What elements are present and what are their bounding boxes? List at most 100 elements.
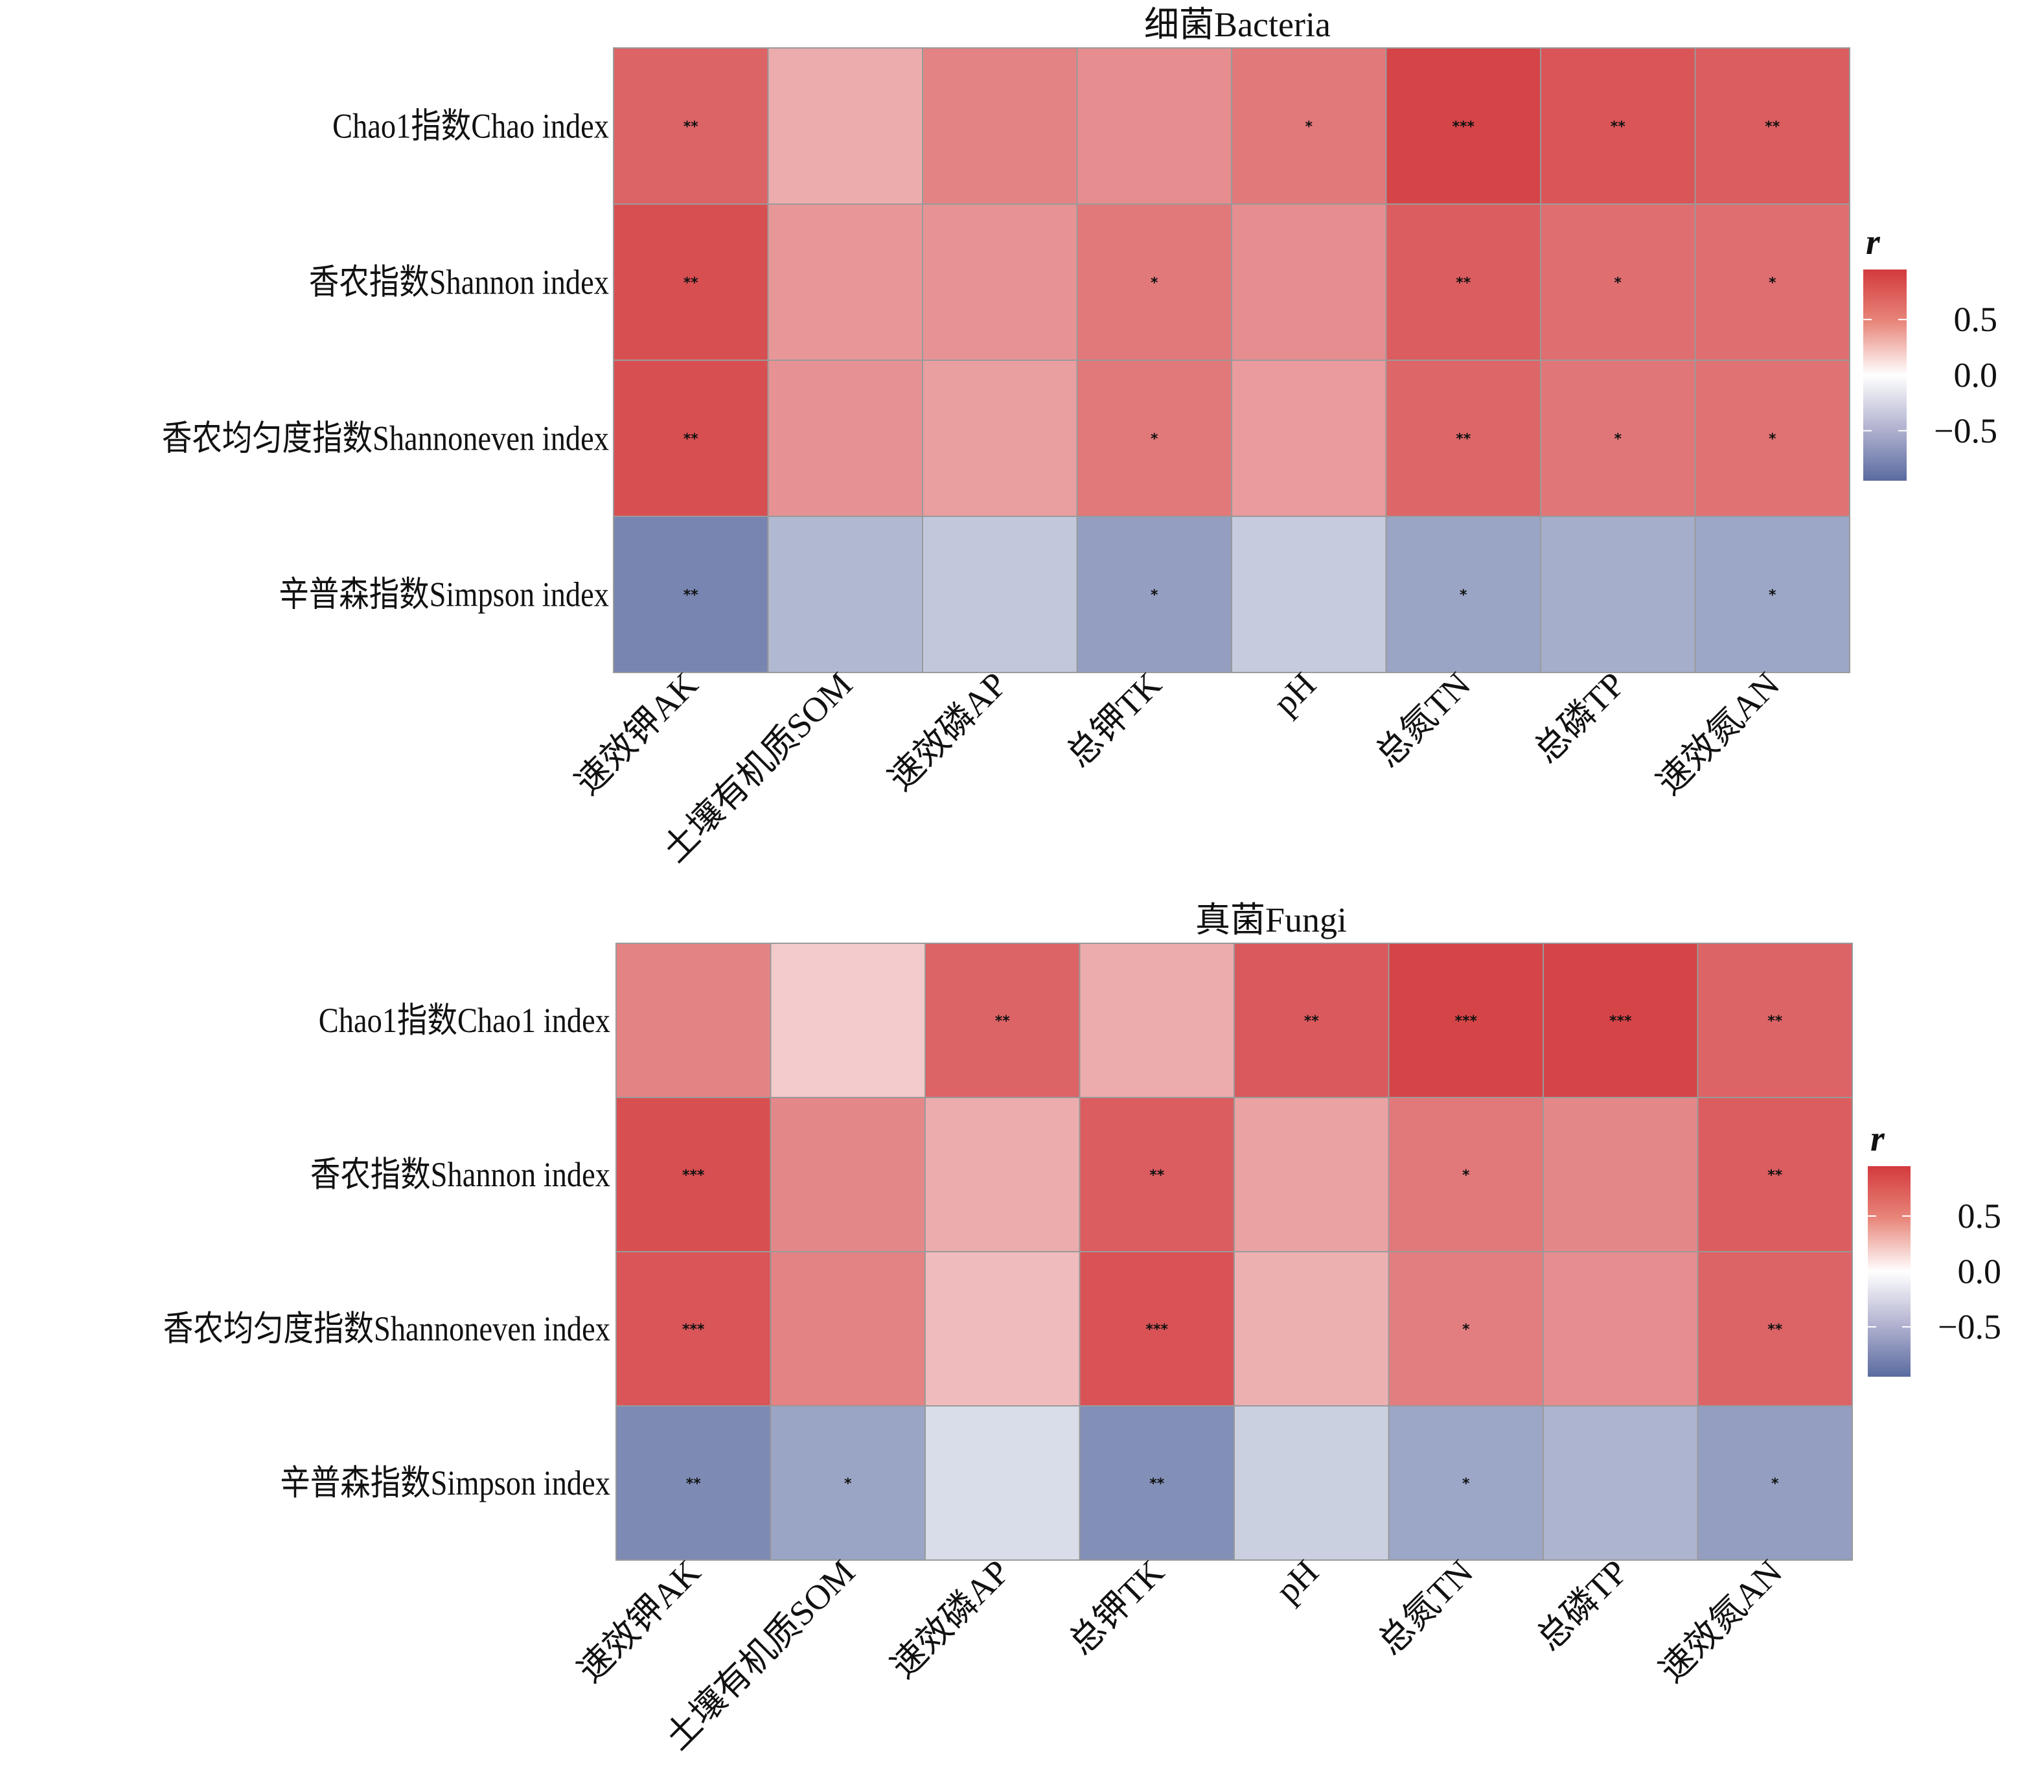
heatmap-cell: [1697, 1251, 1853, 1407]
significance-mark: ***: [1454, 1013, 1477, 1029]
significance-mark: *: [1462, 1476, 1470, 1492]
significance-mark: **: [1611, 119, 1626, 135]
heatmap-cell: [1076, 360, 1232, 517]
significance-mark: **: [683, 588, 699, 604]
heatmap-cell: [1388, 1405, 1544, 1561]
significance-mark: *: [1614, 431, 1622, 448]
heatmap-cell: [1697, 1097, 1853, 1252]
heatmap-cell: [613, 516, 769, 673]
legend-tick-label: 0.5: [1958, 1197, 2002, 1235]
heatmap-cell: [922, 47, 1078, 205]
heatmap-cell: [1231, 360, 1387, 517]
row-label: 辛普森指数Simpson index: [279, 575, 609, 614]
significance-mark: *: [1614, 275, 1622, 292]
significance-mark: ***: [1145, 1322, 1168, 1338]
chart-title: 真菌Fungi: [1195, 901, 1347, 939]
column-label: 总磷TP: [1526, 665, 1632, 770]
heatmap-cell: [1234, 1405, 1390, 1561]
heatmap-cell: [1079, 943, 1235, 1098]
heatmap-cell: [1231, 47, 1387, 205]
significance-mark: **: [1456, 275, 1471, 292]
significance-mark: **: [1767, 1013, 1783, 1029]
significance-mark: **: [1304, 1013, 1320, 1029]
heatmap-cell: [924, 1405, 1081, 1561]
heatmap-cell: [922, 203, 1078, 361]
row-label: 辛普森指数Simpson index: [280, 1464, 610, 1502]
heatmap-cell: [613, 47, 769, 205]
heatmap-cell: [1694, 203, 1850, 361]
column-label: 速效磷AP: [881, 665, 1015, 798]
row-label: 香农均匀度指数Shannoneven index: [162, 419, 609, 458]
significance-mark: *: [1462, 1322, 1470, 1338]
heatmap-cell: [1234, 943, 1390, 1098]
heatmap-cell: [1385, 203, 1541, 361]
significance-marks: ** * *** ** **** * ** * *** * ** * *** * * *: [683, 119, 1780, 604]
legend-tick-label: −0.5: [1938, 1307, 2001, 1346]
heatmap-cell: [1540, 47, 1696, 205]
significance-mark: *: [1462, 1167, 1470, 1184]
column-label: 总磷TP: [1529, 1552, 1635, 1658]
heatmap-cell: [1543, 1405, 1699, 1561]
heatmap-cell: [1694, 360, 1850, 517]
heatmap-cell: [1079, 1405, 1235, 1561]
color-legend: r 0.5 0.0 −0.5: [1863, 222, 1997, 481]
significance-mark: **: [683, 275, 699, 292]
legend-colorbar: [1863, 270, 1907, 481]
heatmap-cell: [615, 943, 772, 1098]
column-label: 速效氮AN: [1652, 1552, 1789, 1690]
heatmap-cell: [767, 203, 923, 361]
legend-title: r: [1866, 222, 1881, 262]
significance-mark: ***: [1452, 119, 1475, 135]
heatmap-cell: [770, 1251, 926, 1407]
heatmap-cell: [1540, 360, 1696, 517]
heatmap-cell: [770, 943, 926, 1098]
heatmap-cell: [1697, 943, 1853, 1098]
heatmap-cell: [767, 516, 923, 673]
heatmap-cells: [615, 943, 1853, 1561]
row-label: Chao1指数Chao index: [332, 107, 609, 146]
significance-marks: ** ** *** *** ***** ** * ***** *** * **** * ** * *: [682, 1013, 1783, 1492]
legend-tick-label: 0.5: [1954, 300, 1998, 339]
heatmap-cell: [767, 360, 923, 517]
significance-mark: **: [1765, 119, 1780, 135]
heatmap-cell: [1694, 47, 1850, 205]
heatmap-cell: [1694, 516, 1850, 673]
heatmap-cell: [615, 1097, 772, 1252]
significance-mark: **: [1149, 1476, 1165, 1492]
significance-mark: **: [1149, 1167, 1165, 1184]
significance-mark: *: [1151, 275, 1158, 292]
legend-colorbar: [1868, 1166, 1911, 1377]
heatmap-cell: [924, 1097, 1081, 1252]
heatmap-cell: [1231, 516, 1387, 673]
column-label: 速效氮AN: [1649, 665, 1787, 802]
heatmap-cell: [1385, 360, 1541, 517]
row-label: 香农指数Shannon index: [309, 263, 609, 302]
heatmap-cell: [1697, 1405, 1853, 1561]
heatmap-cell: [1543, 943, 1699, 1098]
heatmap-cell: [1540, 516, 1696, 673]
heatmap-cell: [613, 203, 769, 361]
heatmap-cell: [1385, 516, 1541, 673]
significance-mark: *: [1151, 431, 1158, 448]
column-label: pH: [1266, 665, 1324, 722]
heatmap-cell: [767, 47, 923, 205]
heatmap-panel-bacteria: 细菌Bacteria Chao1指数Chao index 香农指数Shannon …: [162, 5, 1997, 869]
color-legend: r 0.5 0.0 −0.5: [1868, 1119, 2001, 1377]
column-label: 速效钾AK: [568, 665, 706, 802]
heatmap-cell: [615, 1251, 772, 1407]
heatmap-cell: [1543, 1097, 1699, 1252]
column-label: 速效磷AP: [884, 1552, 1017, 1686]
heatmap-cell: [922, 516, 1078, 673]
heatmap-cell: [1079, 1097, 1235, 1252]
significance-mark: **: [686, 1476, 702, 1492]
legend-title: r: [1870, 1119, 1885, 1159]
column-label: 总氮TN: [1371, 1552, 1481, 1662]
legend-tick-label: 0.0: [1958, 1252, 2002, 1291]
heatmap-cell: [922, 360, 1078, 517]
heatmap-cell: [1543, 1251, 1699, 1407]
significance-mark: *: [1305, 119, 1313, 135]
column-label: 总氮TN: [1368, 665, 1478, 775]
row-label: Chao1指数Chao1 index: [319, 1001, 610, 1040]
